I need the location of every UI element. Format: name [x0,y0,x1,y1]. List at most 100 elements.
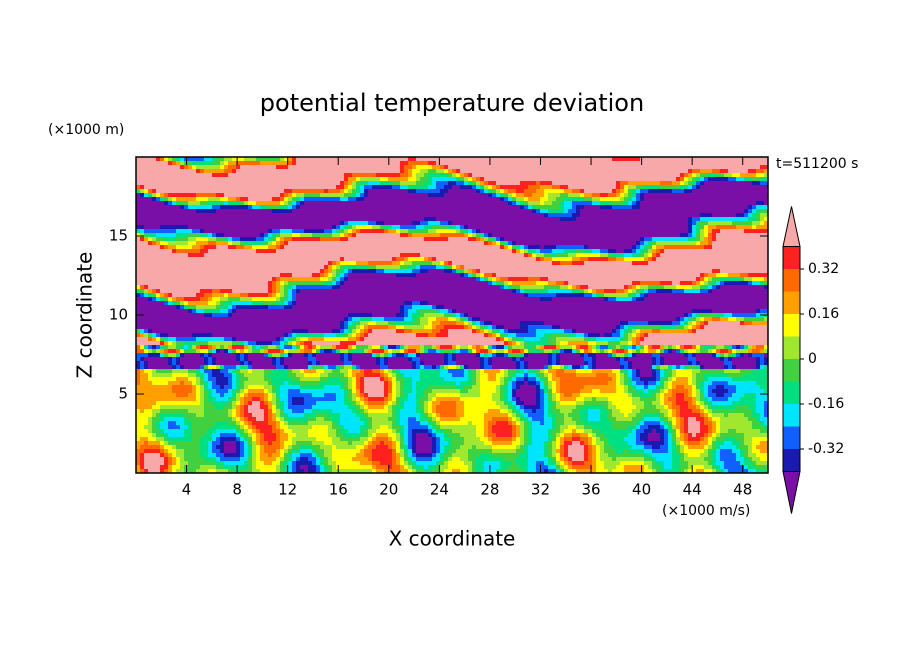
field-cell [292,233,301,238]
field-cell [616,345,621,350]
field-cell [512,337,517,342]
field-cell [616,385,625,390]
field-cell [644,253,649,258]
field-cell [388,409,393,414]
field-cell [756,309,761,314]
field-cell [344,425,361,430]
field-cell [616,257,625,262]
field-cell [372,185,393,190]
field-cell [388,381,393,386]
field-cell [344,325,349,330]
field-cell [320,465,325,470]
field-cell [728,429,737,434]
field-cell [692,369,701,374]
field-cell [416,441,433,446]
field-cell [484,189,489,194]
field-cell [136,429,149,434]
field-cell [412,221,421,226]
field-cell [180,161,185,166]
field-cell [536,373,541,378]
field-cell [680,457,685,462]
field-cell [136,349,145,354]
field-cell [312,273,321,278]
field-cell [700,241,709,246]
field-cell [704,229,709,234]
field-cell [304,413,317,418]
field-cell [728,413,745,418]
field-cell [292,205,297,210]
field-cell [408,189,417,194]
field-cell [608,469,613,473]
field-cell [344,401,353,406]
field-cell [600,409,609,414]
field-cell [532,345,537,350]
field-cell [360,369,365,374]
field-cell [492,241,497,246]
field-cell [356,373,365,378]
field-cell [572,465,593,470]
x-tick-label: 40 [632,481,651,499]
field-cell [648,425,661,430]
field-cell [608,349,613,354]
field-cell [468,269,473,274]
field-cell [176,229,193,234]
field-cell [468,349,473,354]
field-cell [160,245,165,250]
field-cell [144,289,149,294]
field-cell [496,333,501,338]
field-cell [608,417,617,422]
field-cell [700,185,768,190]
field-cell [296,465,301,470]
field-cell [268,405,273,410]
field-cell [644,257,649,262]
field-cell [536,381,541,386]
field-cell [144,237,149,242]
field-cell [136,245,161,250]
field-cell [164,449,169,454]
field-cell [492,437,513,442]
field-cell [268,205,281,210]
field-cell [680,413,701,418]
field-cell [616,329,621,334]
field-cell [284,333,289,338]
field-cell [432,441,437,446]
field-cell [648,189,673,194]
field-cell [352,229,357,234]
field-cell [712,349,717,354]
field-cell [428,405,433,410]
field-cell [628,373,633,378]
field-cell [388,405,393,410]
field-cell [256,417,265,422]
field-cell [676,449,681,454]
field-cell [168,449,177,454]
field-cell [348,189,353,194]
field-cell [432,305,437,310]
field-cell [552,397,557,402]
field-cell [476,325,481,330]
field-cell [508,353,513,358]
field-cell [240,405,245,410]
field-cell [396,433,401,438]
field-cell [384,385,389,390]
field-cell [624,253,633,258]
field-cell [172,385,193,390]
field-cell [304,229,325,234]
field-cell [284,301,289,306]
field-cell [204,157,213,162]
field-cell [756,409,765,414]
field-cell [408,461,413,466]
field-cell [400,445,405,450]
field-cell [360,377,365,382]
field-cell [392,461,397,466]
field-cell [392,353,397,358]
field-cell [700,313,717,318]
field-cell [720,433,745,438]
field-cell [556,417,565,422]
field-cell [184,413,197,418]
field-cell [292,461,297,466]
field-cell [184,345,189,350]
field-cell [576,345,581,350]
field-cell [388,229,397,234]
field-cell [676,369,693,374]
field-cell [364,413,369,418]
